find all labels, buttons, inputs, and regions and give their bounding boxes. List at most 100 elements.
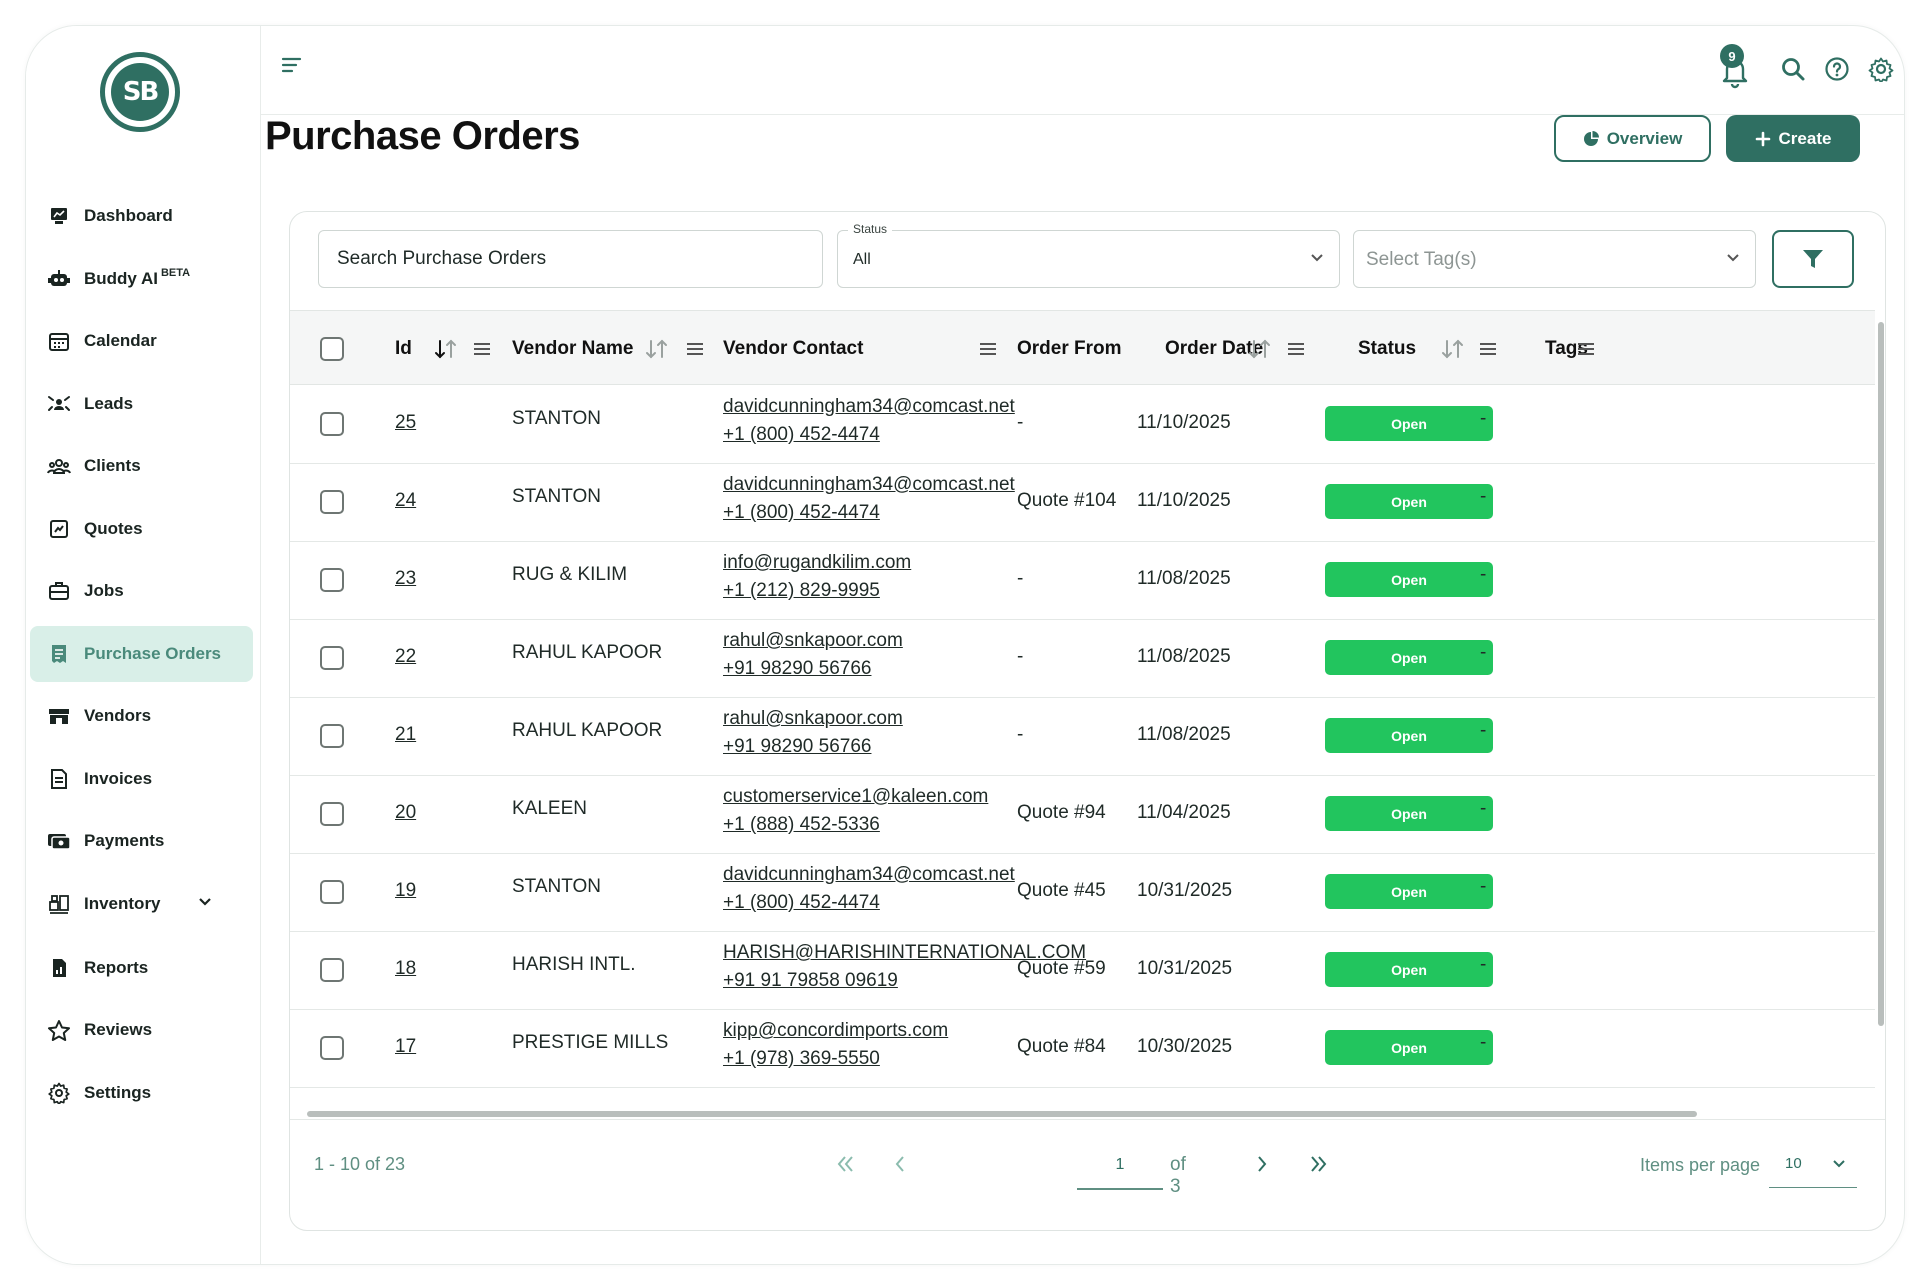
select-all-checkbox[interactable] [320,311,344,386]
sidebar-item-reviews[interactable]: Reviews [30,1002,253,1058]
order-id-link[interactable]: 21 [395,724,417,745]
sort-icon[interactable] [1440,311,1466,386]
vendor-phone-link[interactable]: +91 91 79858 09619 [723,970,898,991]
chevron-down-icon[interactable] [197,895,213,913]
status-select[interactable]: Status All [837,222,1340,288]
column-header-status[interactable]: Status [1358,337,1417,359]
first-page-icon[interactable] [835,1154,857,1180]
sort-icon[interactable] [644,311,670,386]
row-checkbox[interactable] [320,802,344,826]
sidebar-item-reports[interactable]: Reports [30,940,253,996]
vendor-email-link[interactable]: info@rugandkilim.com [723,552,912,573]
column-header-id[interactable]: Id [395,337,412,359]
vendor-email-link[interactable]: rahul@snkapoor.com [723,708,903,729]
column-header-tags[interactable]: Tags [1545,337,1588,359]
column-menu-icon[interactable] [1577,311,1595,386]
sidebar-item-vendors[interactable]: Vendors [30,688,253,744]
table-row[interactable]: 18 HARISH INTL. HARISH@HARISHINTERNATIONAL… [290,932,1875,1010]
table-row[interactable]: 22 RAHUL KAPOOR rahul@snkapoor.com +91 9829… [290,620,1875,698]
vendor-phone-link[interactable]: +1 (800) 452-4474 [723,502,880,523]
brand-logo[interactable]: SB [100,52,180,132]
menu-toggle-icon[interactable] [281,56,303,79]
sidebar-item-buddy-ai[interactable]: Buddy AI BETA [30,251,253,307]
search-input[interactable]: Search Purchase Orders [318,230,823,288]
column-menu-icon[interactable] [1287,311,1305,386]
order-id-link[interactable]: 23 [395,568,417,589]
table-row[interactable]: 17 PRESTIGE MILLS kipp@concordimports.com +… [290,1010,1875,1088]
help-icon[interactable] [1824,56,1850,87]
vendor-email-link[interactable]: customerservice1@kaleen.com [723,786,989,807]
column-menu-icon[interactable] [686,311,704,386]
vendor-email-link[interactable]: kipp@concordimports.com [723,1020,949,1041]
notifications-button[interactable]: 9 [1718,44,1752,90]
row-checkbox[interactable] [320,958,344,982]
vendor-phone-link[interactable]: +1 (978) 369-5550 [723,1048,880,1069]
vendor-email-link[interactable]: davidcunningham34@comcast.net [723,396,1015,417]
table-row[interactable]: 24 STANTON davidcunningham34@comcast.net +1… [290,464,1875,542]
horizontal-scrollbar-thumb[interactable] [307,1111,1697,1117]
sidebar-item-leads[interactable]: Leads [30,376,253,432]
last-page-icon[interactable] [1307,1154,1329,1180]
vendor-phone-link[interactable]: +91 98290 56766 [723,736,872,757]
column-header-vendor-contact[interactable]: Vendor Contact [723,337,864,359]
next-page-icon[interactable] [1255,1154,1269,1180]
row-checkbox[interactable] [320,880,344,904]
column-header-order-from[interactable]: Order From [1017,337,1122,359]
sort-icon[interactable] [1247,311,1273,386]
row-checkbox[interactable] [320,646,344,670]
sidebar-item-jobs[interactable]: Jobs [30,563,253,619]
order-id-link[interactable]: 19 [395,880,417,901]
table-row[interactable]: 20 KALEEN customerservice1@kaleen.com +1 (8… [290,776,1875,854]
table-row[interactable]: 19 STANTON davidcunningham34@comcast.net +1… [290,854,1875,932]
column-menu-icon[interactable] [473,311,491,386]
create-button[interactable]: Create [1726,115,1860,162]
order-id-link[interactable]: 17 [395,1036,417,1057]
row-checkbox[interactable] [320,412,344,436]
filter-button[interactable] [1772,230,1854,288]
row-checkbox[interactable] [320,568,344,592]
table-row[interactable]: 21 RAHUL KAPOOR rahul@snkapoor.com +91 9829… [290,698,1875,776]
vendor-phone-link[interactable]: +91 98290 56766 [723,658,872,679]
order-id-link[interactable]: 18 [395,958,417,979]
vertical-scrollbar-thumb[interactable] [1878,322,1884,1026]
sidebar-item-quotes[interactable]: Quotes [30,501,253,557]
vendor-email-link[interactable]: rahul@snkapoor.com [723,630,903,651]
sidebar-item-invoices[interactable]: Invoices [30,751,253,807]
row-checkbox[interactable] [320,1036,344,1060]
vendor-email-link[interactable]: davidcunningham34@comcast.net [723,864,1015,885]
horizontal-scrollbar[interactable] [290,1108,1885,1120]
order-id-link[interactable]: 22 [395,646,417,667]
order-id-link[interactable]: 25 [395,412,417,433]
sort-descending-icon[interactable] [433,311,459,386]
overview-button[interactable]: Overview [1554,115,1711,162]
sidebar-item-payments[interactable]: Payments [30,813,253,869]
vendor-email-link[interactable]: HARISH@HARISHINTERNATIONAL.COM [723,942,1087,963]
search-icon[interactable] [1780,56,1806,87]
vendor-phone-link[interactable]: +1 (212) 829-9995 [723,580,880,601]
vendor-email-link[interactable]: davidcunningham34@comcast.net [723,474,1015,495]
table-row[interactable]: 23 RUG & KILIM info@rugandkilim.com +1 (212… [290,542,1875,620]
row-checkbox[interactable] [320,724,344,748]
sidebar-item-settings[interactable]: Settings [30,1065,253,1121]
row-checkbox[interactable] [320,490,344,514]
order-id-link[interactable]: 24 [395,490,417,511]
vendor-phone-link[interactable]: +1 (800) 452-4474 [723,424,880,445]
page-number-input[interactable]: 1 [1077,1142,1163,1190]
previous-page-icon[interactable] [893,1154,907,1180]
vendor-phone-link[interactable]: +1 (800) 452-4474 [723,892,880,913]
column-menu-icon[interactable] [1479,311,1497,386]
sidebar-item-calendar[interactable]: Calendar [30,313,253,369]
table-row[interactable]: 25 STANTON davidcunningham34@comcast.net +1… [290,386,1875,464]
column-header-order-date[interactable]: Order Date [1165,337,1264,359]
vertical-scrollbar[interactable] [1876,312,1885,1107]
tags-select[interactable]: Select Tag(s) [1353,230,1756,288]
column-menu-icon[interactable] [979,311,997,386]
vendor-phone-link[interactable]: +1 (888) 452-5336 [723,814,880,835]
sidebar-item-clients[interactable]: Clients [30,438,253,494]
column-header-vendor-name[interactable]: Vendor Name [512,337,634,359]
settings-gear-icon[interactable] [1868,56,1894,87]
sidebar-item-inventory[interactable]: Inventory [30,876,253,932]
items-per-page-select[interactable]: 10 [1769,1140,1857,1188]
order-id-link[interactable]: 20 [395,802,417,823]
sidebar-item-dashboard[interactable]: Dashboard [30,188,253,244]
